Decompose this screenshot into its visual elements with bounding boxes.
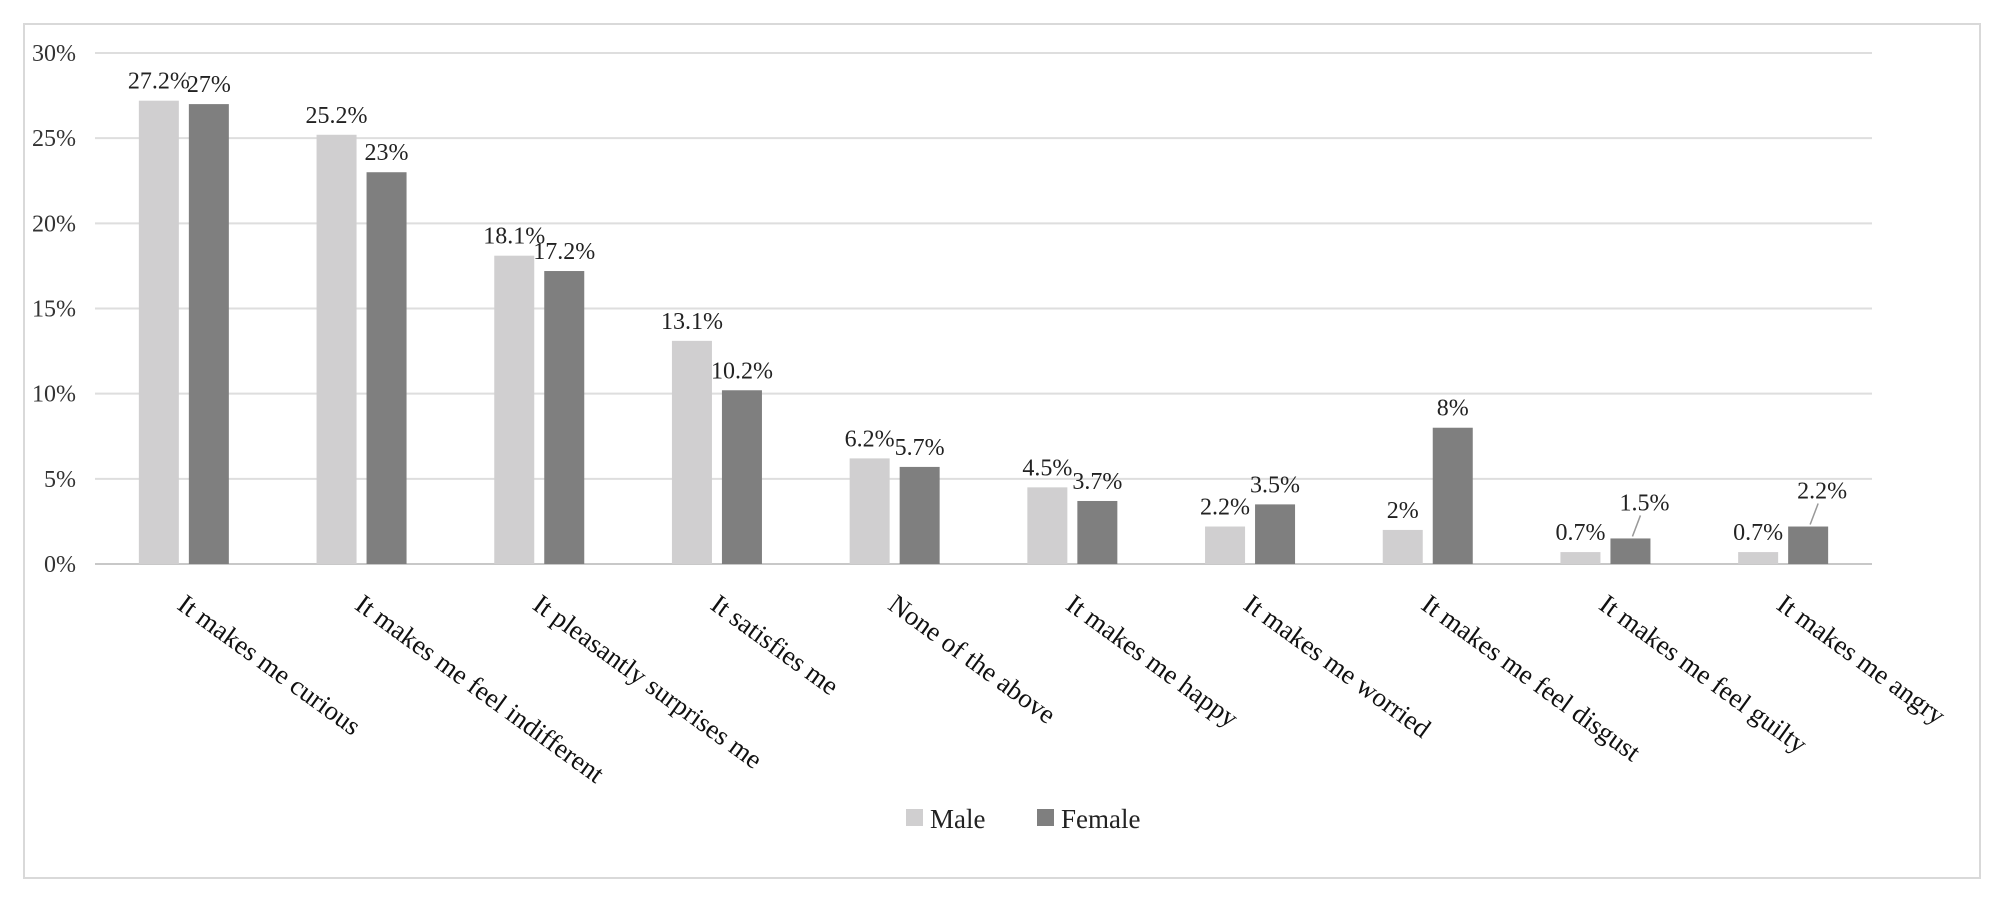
legend-label-female: Female	[1061, 804, 1140, 834]
bar-male[interactable]	[1382, 529, 1423, 564]
bar-male[interactable]	[1560, 552, 1601, 564]
data-label: 2.2%	[1797, 479, 1847, 505]
bar-male[interactable]	[494, 255, 535, 565]
y-tick-label: 20%	[32, 211, 76, 237]
bars	[138, 100, 1829, 565]
data-label: 2.2%	[1200, 495, 1250, 521]
data-labels: 27.2%27% 25.2% 23% 18.1%17.2% 13.1% 10.2% 6.2%…	[128, 69, 1847, 546]
y-tick-label: 15%	[32, 297, 76, 323]
data-label: 8%	[1437, 396, 1469, 422]
bar-male[interactable]	[1205, 526, 1246, 564]
bar-female[interactable]	[899, 466, 940, 564]
data-label: 1.5%	[1619, 490, 1669, 516]
legend-item-female[interactable]: Female	[1037, 804, 1140, 834]
y-axis-ticks: 0% 5% 10% 15% 20% 25% 30%	[32, 41, 76, 578]
data-label: 3.7%	[1072, 469, 1122, 495]
data-label: 27.2%	[128, 69, 190, 95]
legend: Male Female	[906, 804, 1140, 834]
data-label: 25.2%	[306, 103, 368, 129]
data-label: 5.7%	[895, 435, 945, 461]
bar-male[interactable]	[316, 134, 357, 564]
bar-female[interactable]	[1077, 500, 1118, 564]
bar-male[interactable]	[1027, 487, 1068, 564]
data-label: 27%	[187, 72, 231, 98]
bar-female[interactable]	[1432, 427, 1473, 564]
y-tick-label: 5%	[44, 467, 76, 493]
data-label: 23%	[365, 140, 409, 166]
data-label: 4.5%	[1022, 455, 1072, 481]
data-label: 3.5%	[1250, 472, 1300, 498]
data-label: 0.7%	[1733, 520, 1783, 546]
bar-female[interactable]	[1610, 538, 1651, 564]
legend-swatch-male	[906, 809, 923, 826]
bar-male[interactable]	[1738, 552, 1779, 564]
data-label: 2%	[1387, 498, 1419, 524]
bar-female[interactable]	[188, 104, 229, 564]
legend-item-male[interactable]: Male	[906, 804, 985, 834]
y-tick-label: 25%	[32, 126, 76, 152]
bar-female[interactable]	[1255, 504, 1296, 564]
data-label: 10.2%	[711, 358, 773, 384]
leader-line	[1631, 515, 1642, 537]
bar-female[interactable]	[1788, 526, 1829, 564]
bar-male[interactable]	[671, 340, 712, 564]
data-label: 18.1%	[483, 224, 545, 250]
data-label: 0.7%	[1555, 520, 1605, 546]
legend-label-male: Male	[930, 804, 985, 834]
leader-line	[1809, 503, 1819, 525]
bar-female[interactable]	[544, 271, 585, 564]
bar-male[interactable]	[138, 100, 179, 565]
legend-swatch-female	[1037, 809, 1054, 826]
data-label: 17.2%	[533, 239, 595, 265]
data-label: 6.2%	[845, 426, 895, 452]
bar-male[interactable]	[849, 458, 890, 564]
data-label: 13.1%	[661, 309, 723, 335]
y-tick-label: 30%	[32, 41, 76, 67]
y-tick-label: 0%	[44, 552, 76, 578]
bar-female[interactable]	[366, 172, 407, 564]
y-tick-label: 10%	[32, 382, 76, 408]
bar-female[interactable]	[721, 390, 762, 564]
